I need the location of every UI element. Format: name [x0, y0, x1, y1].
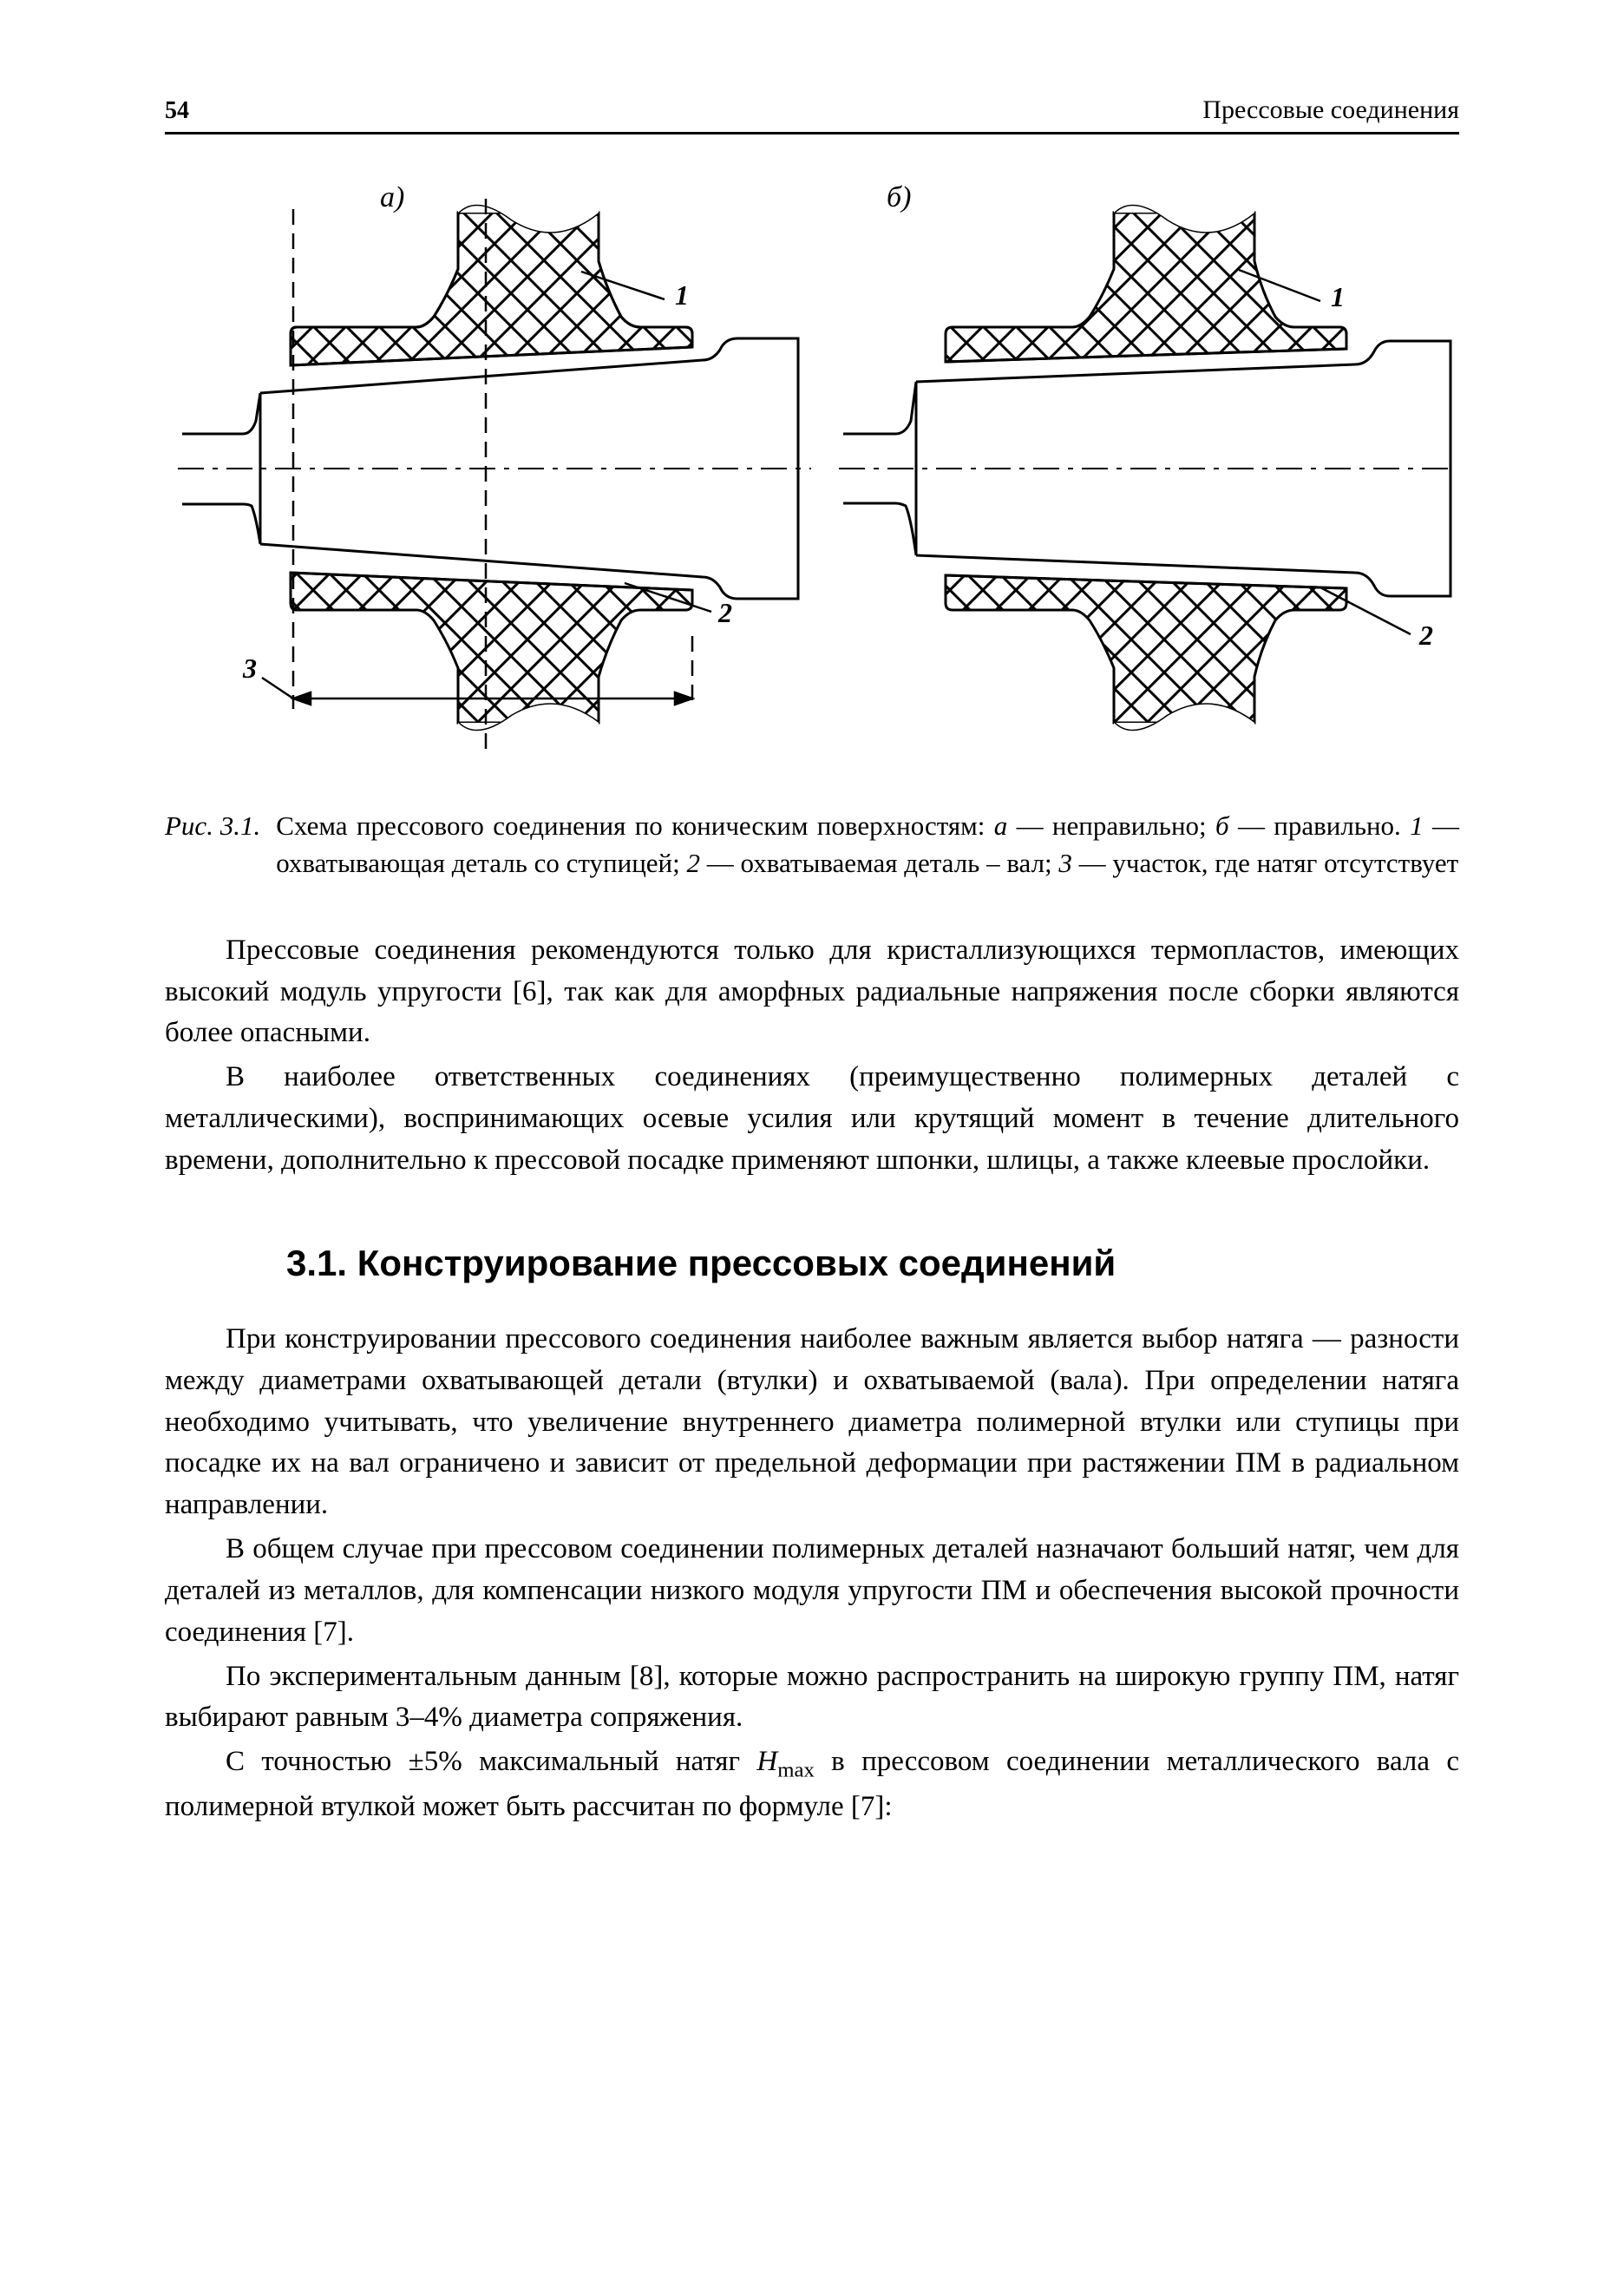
chapter-title: Прессовые соединения — [1202, 95, 1459, 125]
body-block-2: При конструировании прессового соединени… — [165, 1319, 1459, 1828]
section-title: 3.1. Конструирование прессовых соединени… — [286, 1243, 1459, 1284]
callout-a-1: 1 — [675, 279, 689, 311]
callout-a-3: 3 — [242, 653, 257, 684]
paragraph-5: По экспериментальным данным [8], которые… — [165, 1656, 1459, 1740]
page-header: 54 Прессовые соединения — [165, 95, 1459, 134]
panel-a-label: а) — [380, 181, 404, 214]
figure-panel-a: а) — [165, 178, 824, 772]
figure-panel-b: б) — [835, 178, 1459, 772]
caption-head: Рис. 3.1. — [165, 807, 260, 882]
caption-text: Схема прессового соединения по конически… — [276, 807, 1459, 882]
callout-b-1: 1 — [1331, 281, 1345, 312]
paragraph-6: С точностью ±5% максимальный натяг Hmax … — [165, 1741, 1459, 1827]
callout-b-2: 2 — [1418, 620, 1433, 651]
figure-caption: Рис. 3.1. Схема прессового соединения по… — [165, 807, 1459, 882]
panel-a-svg: 1 2 3 — [165, 178, 824, 768]
callout-a-2: 2 — [717, 597, 732, 628]
paragraph-3: При конструировании прессового соединени… — [165, 1319, 1459, 1526]
figure-3-1: а) — [165, 178, 1459, 772]
body-block-1: Прессовые соединения рекомендуются тольк… — [165, 930, 1459, 1182]
page-number: 54 — [165, 97, 189, 125]
paragraph-1: Прессовые соединения рекомендуются тольк… — [165, 930, 1459, 1055]
panel-b-svg: 1 2 — [835, 178, 1459, 768]
paragraph-4: В общем случае при прессовом соединении … — [165, 1529, 1459, 1654]
paragraph-2: В наиболее ответственных соединениях (пр… — [165, 1057, 1459, 1182]
panel-b-label: б) — [887, 181, 911, 214]
